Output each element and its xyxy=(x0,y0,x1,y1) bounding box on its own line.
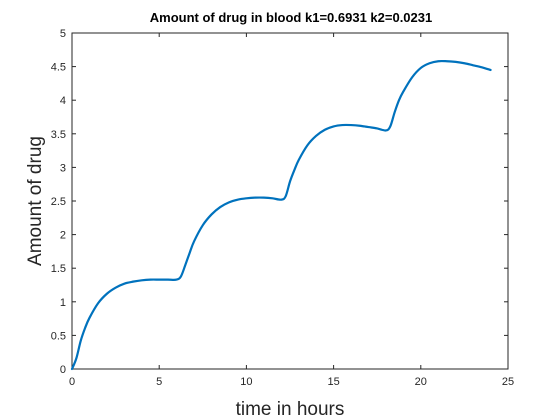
y-tick-label: 4 xyxy=(60,95,66,107)
x-tick-label: 5 xyxy=(156,376,162,388)
y-tick-label: 4.5 xyxy=(51,62,66,74)
y-axis: 0 0.5 1 1.5 2 2.5 3 3.5 4 4.5 5 xyxy=(51,28,508,376)
y-tick-label: 2.5 xyxy=(51,196,66,208)
plot-area xyxy=(71,32,509,370)
x-axis-label: time in hours xyxy=(236,399,345,420)
y-tick-label: 1 xyxy=(60,297,66,309)
y-tick-label: 0 xyxy=(60,364,66,376)
y-tick-label: 3.5 xyxy=(51,129,66,141)
x-tick-label: 10 xyxy=(240,376,252,388)
series-line xyxy=(70,59,492,371)
y-tick-label: 5 xyxy=(60,28,66,40)
chart-title: Amount of drug in blood k1=0.6931 k2=0.0… xyxy=(150,10,432,25)
x-tick-label: 25 xyxy=(502,376,514,388)
y-axis-label: Amount of drug xyxy=(25,136,46,266)
y-tick-label: 0.5 xyxy=(51,330,66,342)
x-tick-label: 0 xyxy=(69,376,75,388)
x-tick-label: 20 xyxy=(415,376,427,388)
x-tick-label: 15 xyxy=(327,376,339,388)
y-tick-label: 3 xyxy=(60,162,66,174)
x-axis: 0 5 10 15 20 25 xyxy=(69,33,514,388)
y-tick-label: 1.5 xyxy=(51,263,66,275)
y-tick-label: 2 xyxy=(60,230,66,242)
